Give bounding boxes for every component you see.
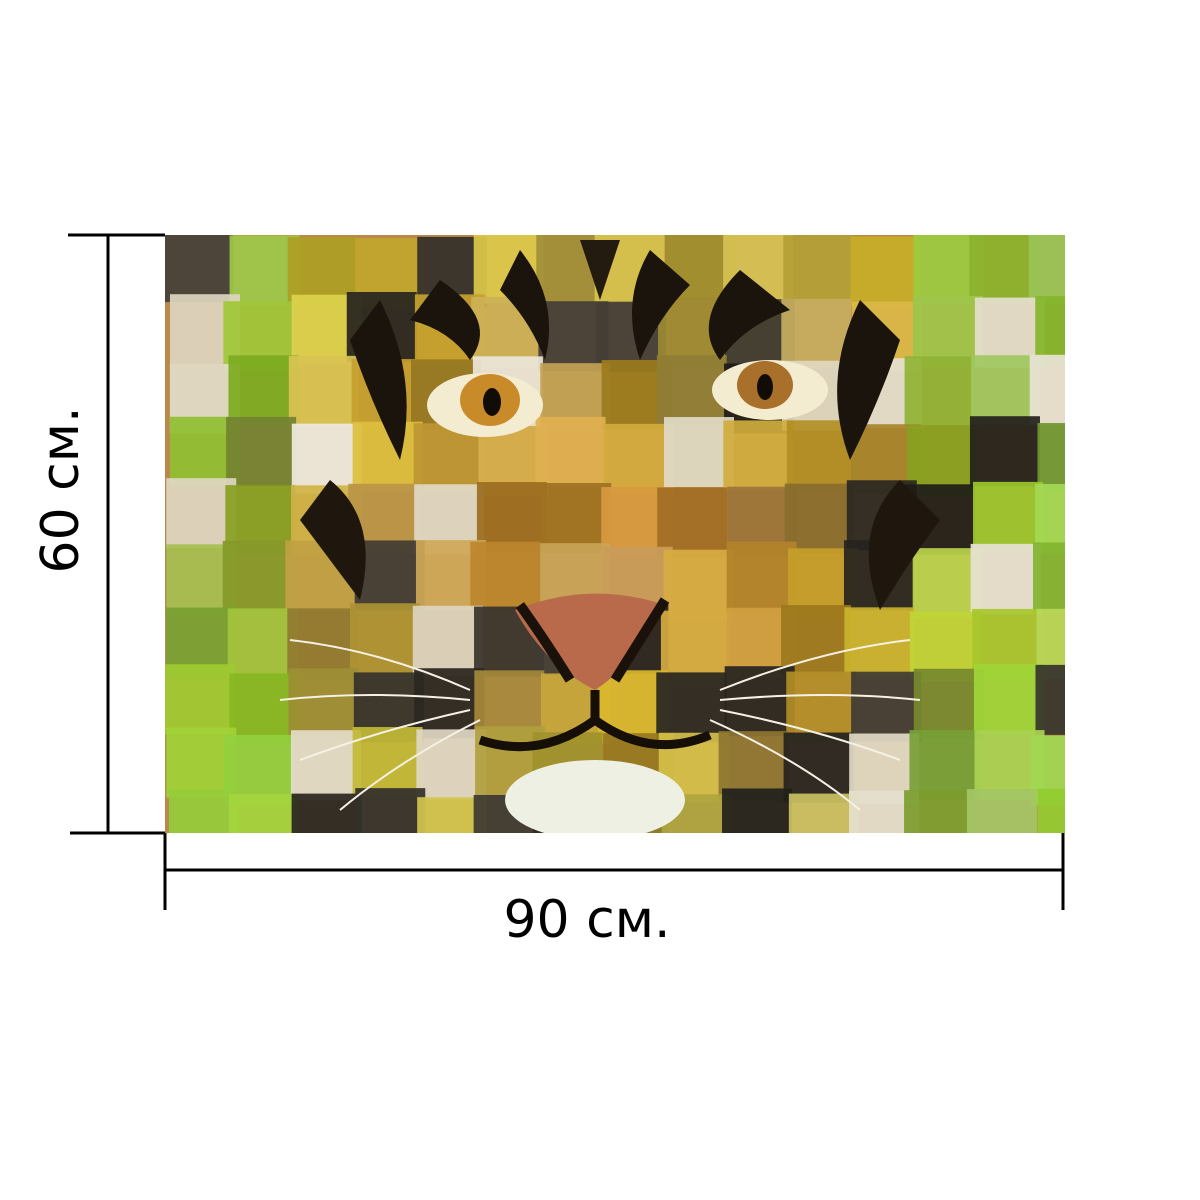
mosaic-tile bbox=[912, 295, 983, 366]
mosaic-tile bbox=[722, 788, 793, 833]
mosaic-tile bbox=[969, 235, 1040, 304]
mosaic-tile bbox=[909, 730, 980, 801]
mosaic-tile bbox=[168, 789, 239, 833]
stripe bbox=[580, 240, 620, 300]
stripe bbox=[300, 480, 366, 600]
mosaic-tile bbox=[291, 793, 362, 833]
mosaic-tile bbox=[416, 729, 487, 800]
mosaic-tile bbox=[476, 482, 547, 553]
nose bbox=[515, 593, 665, 690]
mosaic-tile bbox=[226, 416, 297, 487]
chin bbox=[505, 760, 685, 833]
stripe bbox=[708, 270, 790, 360]
mosaic-tile bbox=[971, 355, 1042, 426]
mosaic-tile bbox=[783, 732, 854, 803]
mosaic-tile bbox=[660, 610, 731, 681]
mosaic-tile bbox=[904, 356, 975, 427]
mosaic-tile bbox=[541, 483, 612, 554]
mosaic-tile bbox=[663, 549, 734, 620]
mosaic-tile bbox=[1035, 484, 1065, 555]
mosaic-tile bbox=[723, 420, 794, 491]
stripe bbox=[868, 480, 940, 610]
mosaic-tile bbox=[788, 793, 859, 833]
mosaic-tile bbox=[973, 664, 1044, 735]
mosaic-tile bbox=[781, 298, 852, 369]
mosaic-tile bbox=[287, 608, 358, 679]
mosaic-tile bbox=[1029, 354, 1065, 425]
tiger-face bbox=[279, 240, 940, 833]
mosaic-tile bbox=[726, 541, 797, 612]
nostril bbox=[515, 597, 670, 683]
mosaic-tile bbox=[470, 541, 541, 612]
stripe bbox=[500, 250, 550, 360]
mosaic-tile bbox=[907, 425, 978, 496]
mosaic-tile bbox=[1037, 788, 1065, 833]
mosaic-tile bbox=[291, 423, 362, 494]
eye-pupil bbox=[757, 374, 773, 400]
mosaic-tile bbox=[913, 668, 984, 739]
eye-pupil bbox=[483, 388, 501, 416]
mosaic-tile bbox=[227, 608, 298, 679]
mosaic-tile bbox=[781, 605, 852, 676]
stripe bbox=[350, 300, 407, 460]
mosaic-tile bbox=[535, 416, 606, 487]
mosaic-tile bbox=[229, 673, 300, 744]
mosaic-tile bbox=[1035, 296, 1065, 367]
mosaic-tile bbox=[290, 730, 361, 801]
mosaic-tile bbox=[1037, 422, 1065, 493]
mosaic-tile bbox=[656, 672, 727, 743]
mosaic-tile bbox=[973, 481, 1044, 552]
mosaic-tile bbox=[355, 788, 426, 833]
mosaic-tile bbox=[288, 355, 359, 426]
stripe bbox=[410, 280, 480, 360]
mosaic-tile bbox=[724, 666, 795, 737]
mosaic-tile bbox=[288, 668, 359, 739]
stripe bbox=[837, 300, 900, 460]
mosaic-tile bbox=[783, 235, 854, 306]
mosaic-tile bbox=[228, 355, 299, 426]
mosaic-tile bbox=[904, 790, 975, 833]
poster bbox=[165, 235, 1065, 833]
mosaic-tile bbox=[663, 417, 734, 488]
mosaic-tile bbox=[969, 416, 1040, 487]
mosaic-tile bbox=[228, 794, 299, 833]
mosaic-tile bbox=[1028, 235, 1065, 305]
width-label: 90 см. bbox=[503, 890, 670, 950]
mosaic-tile bbox=[844, 607, 915, 678]
mosaic-tile bbox=[166, 478, 237, 549]
mosaic-tile bbox=[1032, 542, 1065, 613]
mosaic-tile bbox=[412, 605, 483, 676]
mosaic-tile bbox=[1035, 664, 1065, 735]
mosaic-tile bbox=[851, 671, 922, 742]
whiskers bbox=[279, 639, 921, 811]
mouth bbox=[478, 690, 712, 752]
mosaic-tile bbox=[165, 664, 235, 735]
mosaic-tile bbox=[657, 487, 728, 558]
mosaic-tile bbox=[349, 603, 420, 674]
stripe bbox=[632, 250, 690, 360]
mosaic-tile bbox=[165, 235, 233, 303]
mosaic-tile bbox=[966, 789, 1037, 833]
mosaic-tile bbox=[603, 423, 674, 494]
mosaic-tile bbox=[970, 543, 1041, 614]
mosaic-tile bbox=[354, 540, 425, 611]
mosaic-tile bbox=[786, 671, 857, 742]
mosaic-tile bbox=[222, 540, 293, 611]
mosaic-tile bbox=[414, 668, 485, 739]
mosaic-tile bbox=[850, 236, 921, 307]
height-label: 60 см. bbox=[31, 406, 91, 573]
